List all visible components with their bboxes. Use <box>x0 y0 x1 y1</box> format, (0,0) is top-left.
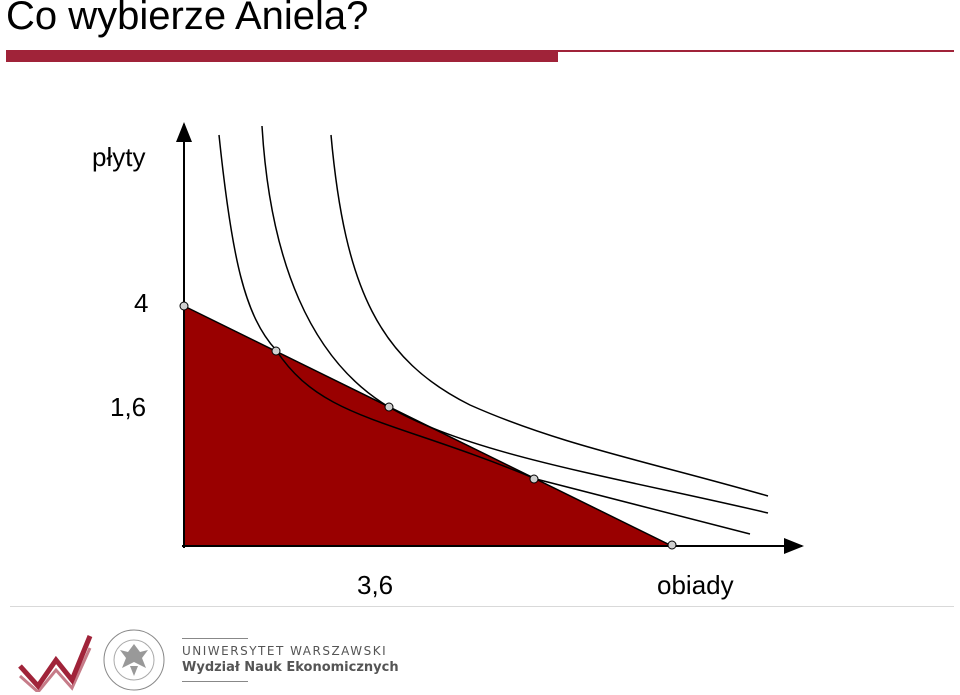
slide-title: Co wybierze Aniela? <box>6 0 369 38</box>
university-seal-icon <box>103 629 165 691</box>
point-tangency-3 <box>529 474 539 484</box>
point-x-intercept <box>667 540 677 550</box>
faculty-name: Wydział Nauk Ekonomicznych <box>182 660 399 675</box>
point-y-intercept <box>179 301 189 311</box>
title-underline-thick <box>6 50 558 62</box>
y-axis-label: płyty <box>92 142 146 172</box>
x-axis-label: obiady <box>657 570 734 600</box>
branding-rule <box>182 681 248 682</box>
y-tick-label: 1,6 <box>110 392 147 422</box>
x-tick-label: 3,6 <box>357 570 394 600</box>
indifference-curve-1 <box>218 134 751 535</box>
y-tick-label: 4 <box>134 288 149 318</box>
wne-zigzag-icon <box>18 635 93 692</box>
footer-divider <box>10 606 954 607</box>
point-tangency-2 <box>384 402 394 412</box>
indifference-curve-3 <box>330 134 769 497</box>
point-tangency-1 <box>271 346 281 356</box>
footer-branding: UNIWERSYTET WARSZAWSKI Wydział Nauk Ekon… <box>182 638 412 682</box>
title-underline-thin <box>558 50 954 52</box>
branding-rule <box>182 638 248 639</box>
university-name: UNIWERSYTET WARSZAWSKI <box>182 644 388 658</box>
